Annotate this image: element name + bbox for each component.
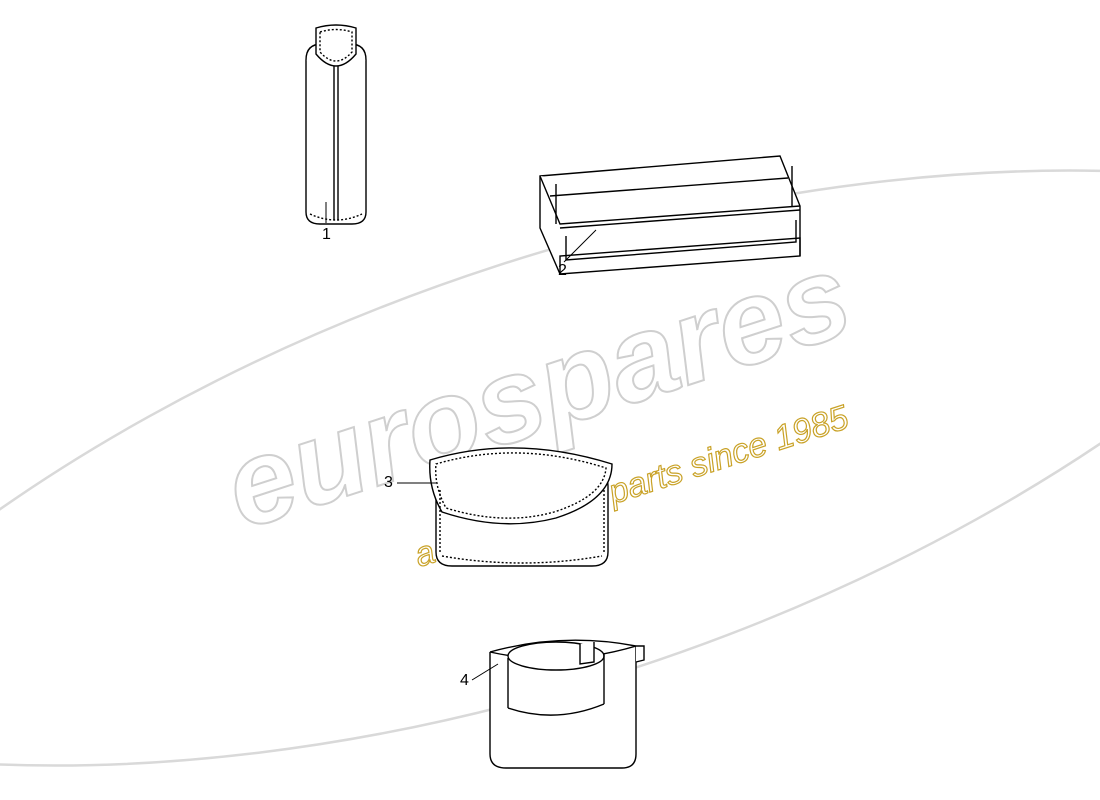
callout-2: 2 (558, 262, 567, 280)
callout-1: 1 (322, 226, 331, 244)
diagram-canvas: eurospares a passion for parts since 198… (0, 0, 1100, 800)
leader-1 (0, 0, 1100, 800)
callout-3: 3 (384, 474, 393, 492)
callout-4: 4 (460, 672, 469, 690)
